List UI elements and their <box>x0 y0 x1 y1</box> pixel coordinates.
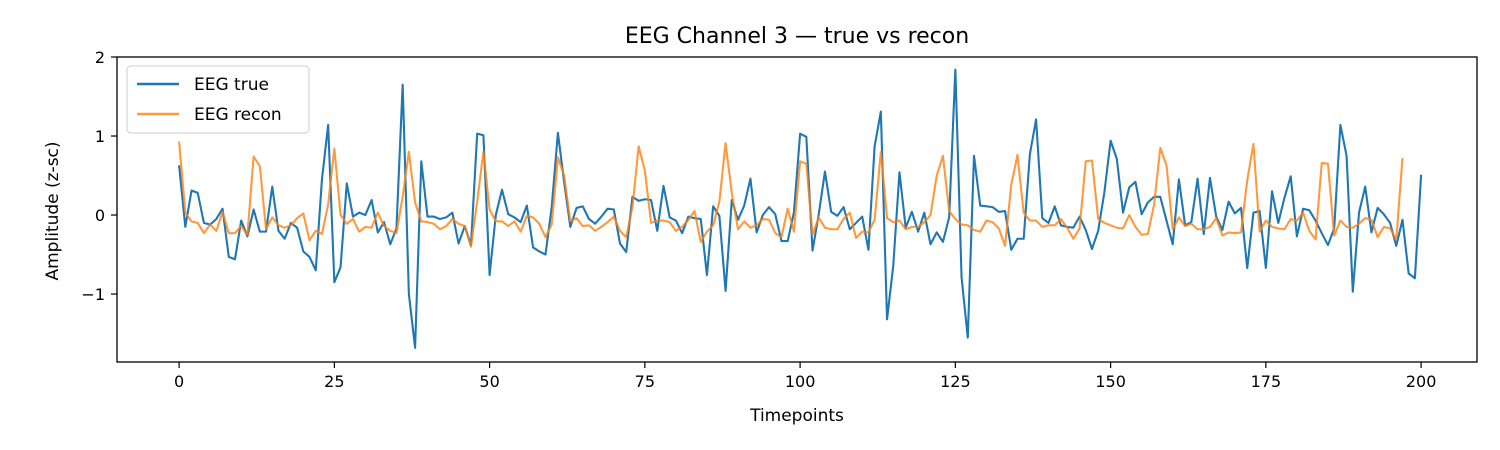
series-line-eeg-recon <box>178 141 1404 248</box>
x-tick-label: 200 <box>1406 372 1437 391</box>
x-axis-label: Timepoints <box>749 406 844 426</box>
x-tick-label: 125 <box>940 372 971 391</box>
x-tick-label: 75 <box>635 372 655 391</box>
x-axis: 0 25 50 75 100 125 150 175 200 <box>174 362 1436 391</box>
x-tick-label: 50 <box>479 372 499 391</box>
series-line-eeg-true <box>178 68 1423 349</box>
legend-box <box>126 65 310 134</box>
chart-title: EEG Channel 3 — true vs recon <box>625 24 969 49</box>
x-tick-label: 25 <box>324 372 344 391</box>
y-tick-label: 1 <box>95 127 105 146</box>
legend-label: EEG recon <box>194 105 282 125</box>
x-tick-label: 175 <box>1251 372 1282 391</box>
x-tick-label: 100 <box>785 372 816 391</box>
axes-frame <box>116 56 1478 363</box>
series-layer <box>178 68 1423 349</box>
x-tick-label: 0 <box>174 372 184 391</box>
x-tick-label: 150 <box>1095 372 1126 391</box>
legend-label: EEG true <box>194 75 269 95</box>
y-tick-label: 0 <box>95 206 105 225</box>
plot-area <box>116 56 1478 363</box>
legend: EEG true EEG recon <box>126 65 310 134</box>
y-axis-label: Amplitude (z-sc) <box>43 141 63 280</box>
y-tick-label: −1 <box>81 285 105 304</box>
y-axis: −1 0 1 2 <box>81 48 117 304</box>
y-tick-label: 2 <box>95 48 105 67</box>
